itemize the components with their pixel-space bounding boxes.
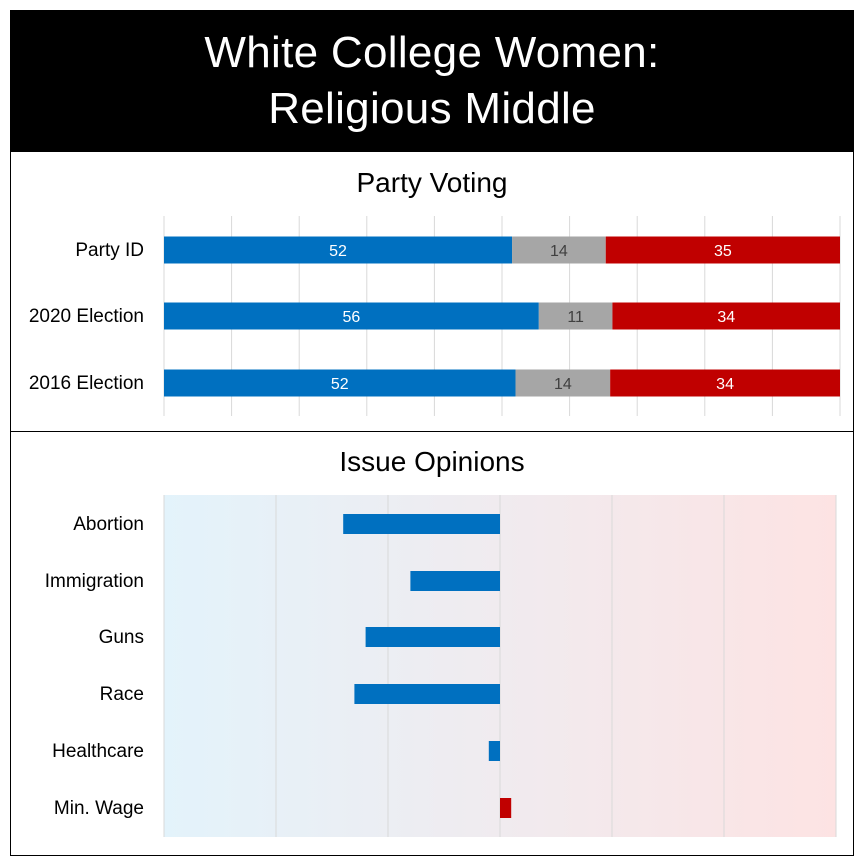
category-label: Healthcare xyxy=(52,741,144,762)
issue-bar xyxy=(410,571,500,591)
other-bar xyxy=(512,236,606,264)
section-divider xyxy=(10,431,854,432)
data-label: 11 xyxy=(567,309,584,326)
data-label: 14 xyxy=(554,376,572,393)
data-label: 52 xyxy=(329,243,347,260)
category-label: 2020 Election xyxy=(29,306,144,327)
chart-title: Issue Opinions xyxy=(339,446,524,477)
category-label: Immigration xyxy=(45,571,144,592)
issue-bar xyxy=(365,627,500,647)
data-label: 14 xyxy=(550,243,568,260)
data-label: 56 xyxy=(343,309,361,326)
other-bar xyxy=(515,369,611,397)
issue-bar xyxy=(343,514,500,534)
party-voting-chart: Party Voting Party ID 52 14 35 2020 Election 5… xyxy=(29,167,841,416)
chart-title: Party Voting xyxy=(357,167,508,198)
rep-bar xyxy=(605,236,840,264)
dem-bar xyxy=(164,369,516,397)
dem-bar xyxy=(164,236,513,264)
rep-bar xyxy=(610,369,840,397)
title-line-2: Religious Middle xyxy=(268,84,596,133)
other-bar xyxy=(538,302,613,330)
dem-bar xyxy=(164,302,539,330)
issue-bar xyxy=(488,741,500,761)
category-label: Abortion xyxy=(73,514,144,535)
issue-opinions-chart: Issue Opinions Abortion Immigration Guns Rac… xyxy=(45,446,837,837)
title-line-1: White College Women: xyxy=(204,28,660,77)
issue-bar xyxy=(500,798,512,818)
issue-bar xyxy=(354,684,500,704)
category-label: Min. Wage xyxy=(54,798,144,819)
rep-bar xyxy=(612,302,840,330)
category-label: Guns xyxy=(99,627,144,648)
category-label: Race xyxy=(100,684,144,705)
category-label: Party ID xyxy=(75,240,144,261)
data-label: 52 xyxy=(331,376,349,393)
data-label: 35 xyxy=(714,243,732,260)
data-label: 34 xyxy=(717,309,735,326)
category-label: 2016 Election xyxy=(29,373,144,394)
page-title: White College Women: Religious Middle xyxy=(10,10,854,152)
data-label: 34 xyxy=(716,376,734,393)
